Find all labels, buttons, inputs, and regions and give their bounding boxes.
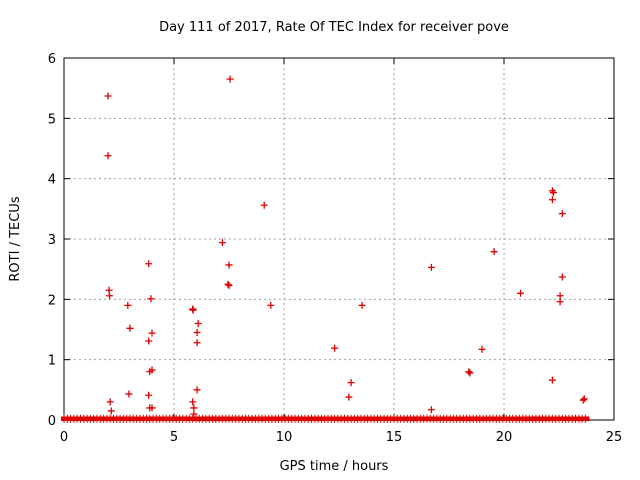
data-point [189, 398, 197, 406]
data-point [126, 324, 134, 332]
grid-lines [64, 58, 614, 420]
x-tick-label: 15 [386, 430, 403, 445]
data-point [345, 393, 353, 401]
data-point [106, 292, 114, 300]
data-point [145, 260, 153, 268]
y-tick-label: 5 [48, 112, 56, 127]
data-point [347, 379, 355, 387]
x-tick-label: 20 [496, 430, 513, 445]
data-point [189, 306, 197, 314]
data-point [478, 345, 486, 353]
data-point [193, 386, 201, 394]
data-point [190, 410, 198, 418]
data-point [147, 295, 155, 303]
data-point [548, 196, 556, 204]
data-point [145, 391, 153, 399]
y-tick-label: 6 [48, 52, 56, 67]
data-point [225, 261, 233, 269]
data-point [145, 337, 153, 345]
data-point [148, 366, 156, 374]
data-point [517, 289, 524, 297]
data-point [490, 248, 498, 256]
x-tick-label: 0 [60, 430, 68, 445]
data-point [579, 396, 587, 404]
y-tick-label: 2 [48, 293, 56, 308]
data-point [125, 390, 133, 398]
data-point [148, 404, 156, 412]
data-point [267, 301, 275, 309]
data-point [548, 376, 556, 384]
y-tick-label: 4 [48, 173, 56, 188]
data-point [106, 398, 114, 406]
data-point [466, 369, 474, 377]
data-point [124, 301, 132, 309]
data-point [558, 273, 566, 281]
y-tick-label: 0 [48, 414, 56, 429]
data-point [556, 298, 564, 306]
data-point [193, 329, 201, 337]
data-point [107, 407, 115, 415]
x-axis-label: GPS time / hours [280, 459, 389, 474]
data-point [580, 395, 588, 403]
data-point [148, 329, 156, 337]
x-tick-label: 5 [170, 430, 178, 445]
data-points [61, 75, 590, 423]
data-point [104, 92, 112, 100]
data-point [465, 368, 473, 376]
data-point [224, 280, 232, 288]
x-tick-label: 10 [276, 430, 293, 445]
data-point [194, 319, 202, 327]
y-tick-label: 3 [48, 233, 56, 248]
data-point [558, 210, 566, 218]
data-point [556, 292, 564, 300]
axis-ticks: 0 5 10 15 20 25 0 1 2 3 4 5 6 [48, 52, 623, 445]
data-point [427, 263, 435, 271]
data-point [104, 152, 112, 160]
data-point [225, 281, 233, 289]
x-tick-label: 25 [606, 430, 623, 445]
data-point [427, 406, 435, 414]
chart-title: Day 111 of 2017, Rate Of TEC Index for r… [159, 20, 509, 35]
data-point [550, 189, 557, 197]
data-point [218, 239, 226, 247]
y-tick-label: 1 [48, 354, 56, 369]
data-point [190, 404, 198, 412]
data-point [331, 344, 339, 352]
y-axis-label: ROTI / TECUs [8, 196, 23, 281]
data-point [226, 75, 234, 83]
data-point [260, 201, 268, 209]
data-point [358, 301, 366, 309]
data-point [193, 339, 201, 347]
